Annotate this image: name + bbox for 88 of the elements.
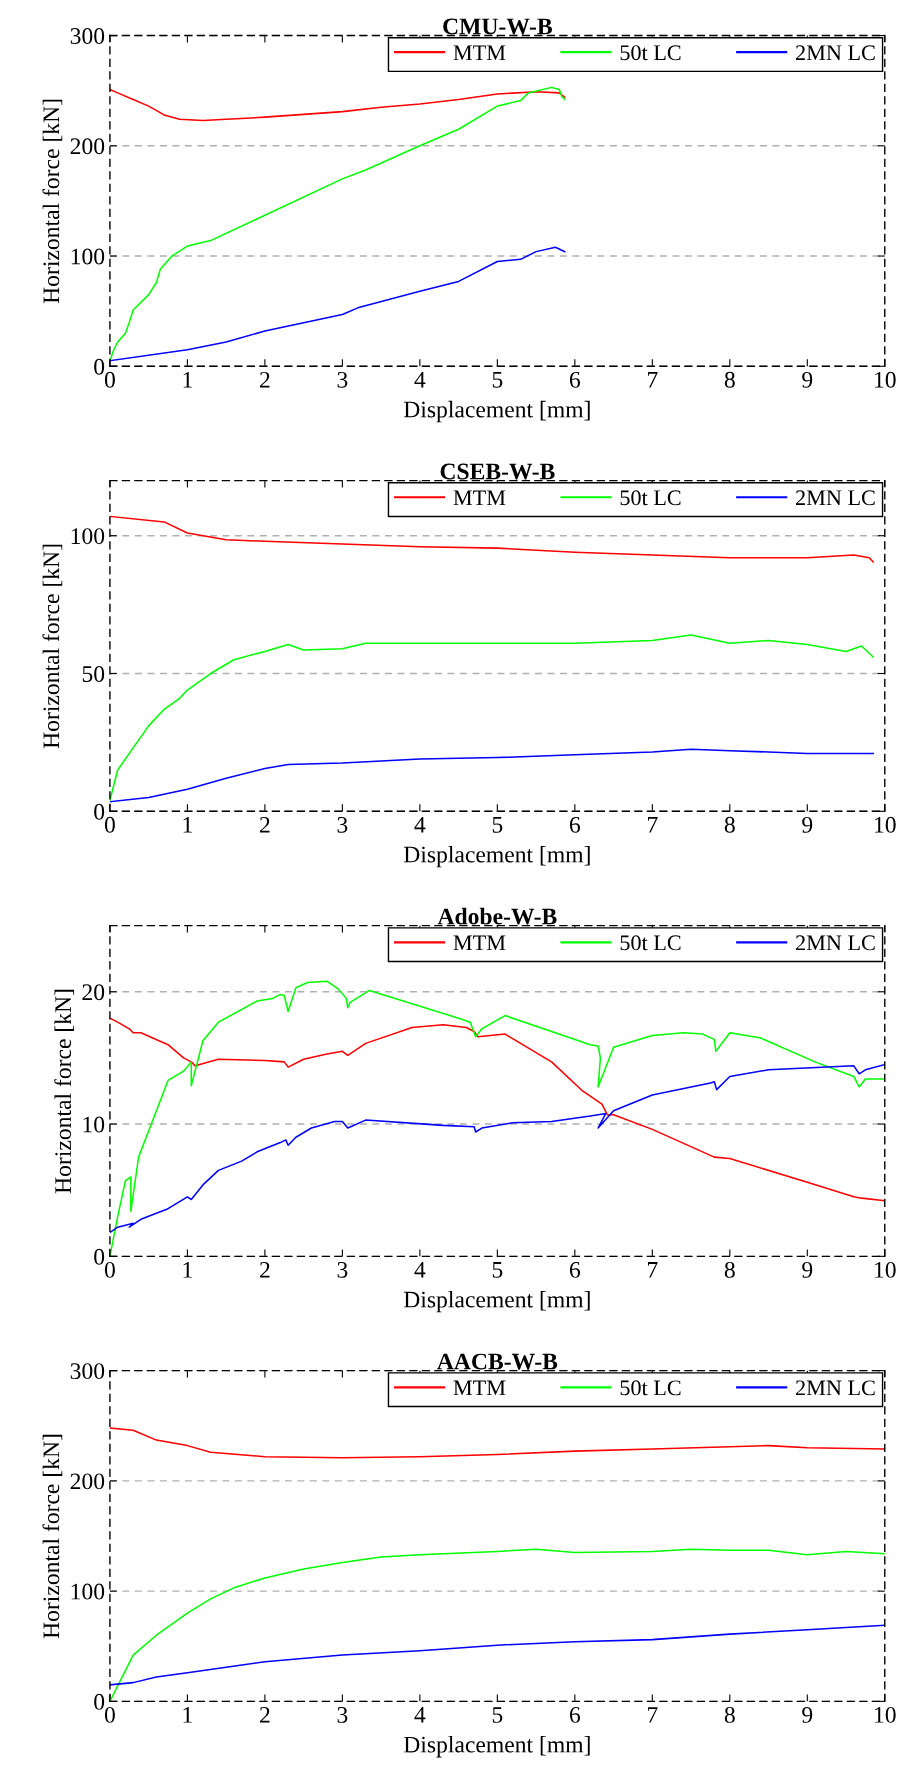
y-axis-title: Horizontal force [kN]	[54, 989, 75, 1194]
x-tick-label: 5	[492, 817, 503, 833]
x-axis-title: Displacement [mm]	[403, 845, 590, 868]
x-tick-label: 10	[875, 1261, 896, 1278]
y-tick-label: 0	[94, 358, 105, 375]
x-tick-label: 5	[492, 372, 503, 388]
x-tick-label: 8	[724, 1706, 735, 1723]
x-tick-label: 3	[337, 371, 348, 388]
x-tick-label: 6	[569, 1261, 581, 1278]
chart-title: Adobe-W-B	[437, 907, 557, 925]
y-axis-title: Horizontal force [kN]	[42, 99, 63, 304]
legend-label: MTM	[453, 490, 506, 506]
y-axis-title: Horizontal force [kN]	[42, 1434, 63, 1639]
x-tick-label: 4	[414, 1707, 426, 1723]
legend-label: 50t LC	[620, 490, 681, 506]
legend-label: MTM	[453, 935, 506, 951]
legend-label: MTM	[453, 1380, 506, 1396]
x-tick-label: 1	[183, 1707, 192, 1723]
x-tick-label: 7	[647, 372, 658, 388]
line-series	[109, 1624, 885, 1686]
line-series	[109, 748, 874, 803]
x-tick-label: 7	[647, 1707, 658, 1723]
x-axis-title: Displacement [mm]	[403, 400, 590, 423]
legend-label: 2MN LC	[796, 1380, 875, 1396]
chart-title: CSEB-W-B	[440, 463, 555, 480]
x-tick-label: 7	[647, 1262, 658, 1278]
x-tick-label: 4	[414, 817, 426, 833]
x-tick-label: 6	[569, 816, 581, 833]
y-axis-title: Horizontal force [kN]	[42, 544, 63, 749]
line-series	[109, 634, 874, 802]
x-tick-label: 6	[569, 371, 581, 388]
x-tick-label: 8	[724, 816, 735, 833]
y-tick-label: 0	[94, 1693, 105, 1710]
legend-label: 50t LC	[620, 1380, 681, 1396]
x-tick-label: 4	[414, 371, 426, 388]
x-tick-label: 3	[337, 1706, 348, 1723]
line-series	[109, 1063, 885, 1234]
line-series	[109, 1427, 885, 1459]
x-tick-label: 5	[492, 1262, 503, 1278]
x-tick-label: 9	[802, 1261, 813, 1278]
x-tick-label: 6	[569, 1706, 581, 1723]
x-tick-label: 7	[647, 817, 658, 833]
x-tick-label: 2	[260, 816, 270, 833]
legend-label: 50t LC	[620, 935, 681, 951]
x-tick-label: 1	[183, 1261, 192, 1278]
x-tick-label: 2	[260, 1261, 270, 1278]
x-axis-title: Displacement [mm]	[403, 1290, 590, 1313]
x-tick-label: 1	[183, 371, 192, 388]
y-tick-label: 100	[71, 528, 105, 545]
line-series	[109, 246, 566, 362]
y-tick-label: 10	[83, 1116, 105, 1133]
x-tick-label: 10	[875, 816, 896, 833]
y-tick-label: 50	[82, 666, 105, 682]
legend-label: 2MN LC	[796, 490, 875, 506]
y-tick-label: 0	[94, 803, 105, 820]
chart-title: AACB-W-B	[437, 1353, 558, 1370]
line-series	[109, 88, 566, 122]
x-tick-label: 9	[802, 371, 813, 388]
x-tick-label: 1	[183, 816, 192, 833]
x-tick-label: 5	[492, 1707, 503, 1723]
y-tick-label: 0	[94, 1248, 105, 1265]
y-tick-label: 200	[70, 1473, 105, 1490]
x-tick-label: 9	[802, 816, 813, 833]
x-tick-label: 2	[260, 1706, 270, 1723]
y-tick-label: 200	[70, 138, 105, 155]
line-series	[109, 1017, 885, 1202]
x-tick-label: 9	[802, 1706, 813, 1723]
y-tick-label: 100	[71, 1583, 105, 1600]
x-tick-label: 3	[337, 816, 348, 833]
chart-title: CMU-W-B	[443, 18, 552, 35]
x-tick-label: 10	[875, 371, 896, 388]
line-series	[109, 515, 874, 563]
line-series	[109, 86, 566, 362]
y-tick-label: 300	[70, 28, 105, 44]
x-axis-title: Displacement [mm]	[403, 1735, 590, 1758]
x-tick-label: 8	[724, 1261, 735, 1278]
x-tick-label: 3	[337, 1261, 348, 1278]
legend-label: 2MN LC	[796, 45, 875, 61]
x-tick-label: 8	[724, 371, 735, 388]
x-tick-label: 10	[875, 1706, 896, 1723]
x-tick-label: 4	[414, 1262, 426, 1278]
legend-label: 2MN LC	[796, 935, 875, 951]
y-tick-label: 100	[71, 248, 105, 265]
y-tick-label: 20	[82, 984, 105, 1001]
legend-label: MTM	[453, 45, 506, 60]
x-tick-label: 2	[260, 371, 270, 388]
y-tick-label: 300	[70, 1363, 105, 1380]
legend-label: 50t LC	[620, 45, 681, 61]
